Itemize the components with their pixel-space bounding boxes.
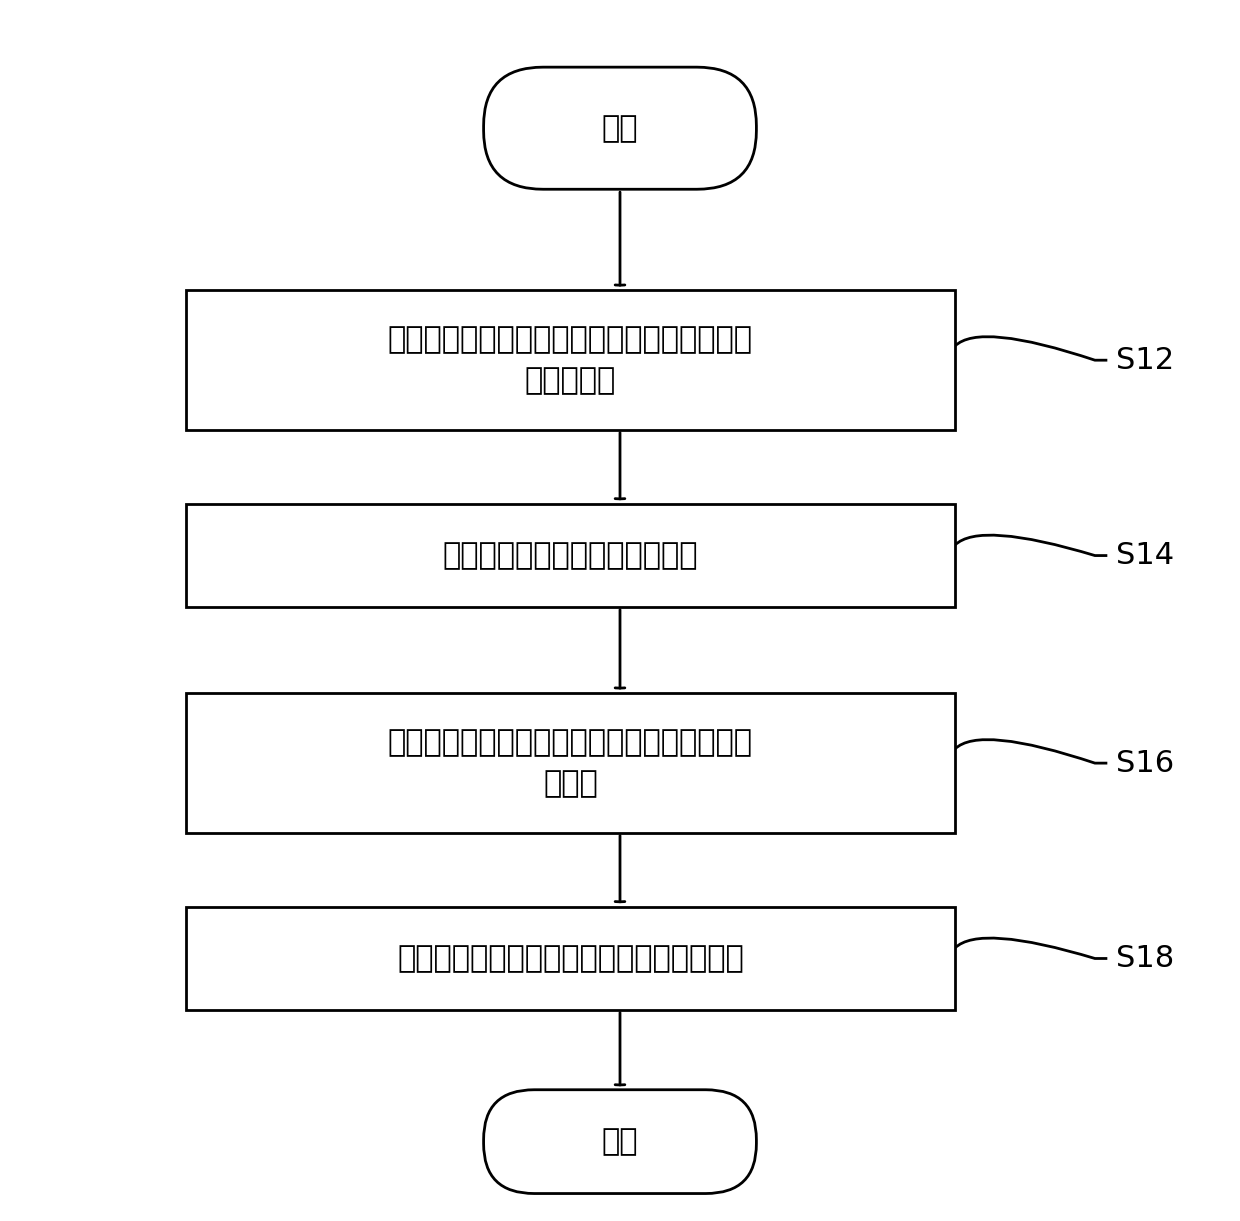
Text: 根据对比结果确定是否对访问令牌进行续期: 根据对比结果确定是否对访问令牌进行续期 — [397, 944, 744, 973]
FancyBboxPatch shape — [186, 694, 955, 833]
Text: 开始: 开始 — [601, 114, 639, 143]
Text: 接收服务端返回的令牌过期信息: 接收服务端返回的令牌过期信息 — [443, 541, 698, 570]
FancyBboxPatch shape — [186, 906, 955, 1011]
FancyBboxPatch shape — [186, 504, 955, 607]
Text: 向服务端发送当前访问请求，当前访问请求包
含访问令牌: 向服务端发送当前访问请求，当前访问请求包 含访问令牌 — [388, 326, 753, 394]
Text: 结束: 结束 — [601, 1127, 639, 1156]
Text: S14: S14 — [1116, 541, 1174, 570]
Text: S18: S18 — [1116, 944, 1174, 973]
FancyBboxPatch shape — [484, 67, 756, 189]
FancyBboxPatch shape — [186, 291, 955, 431]
Text: S12: S12 — [1116, 346, 1174, 375]
Text: S16: S16 — [1116, 748, 1174, 778]
Text: 将请求间隔时长与访问令牌的令牌有效时长进
行对比: 将请求间隔时长与访问令牌的令牌有效时长进 行对比 — [388, 729, 753, 797]
FancyBboxPatch shape — [484, 1089, 756, 1194]
